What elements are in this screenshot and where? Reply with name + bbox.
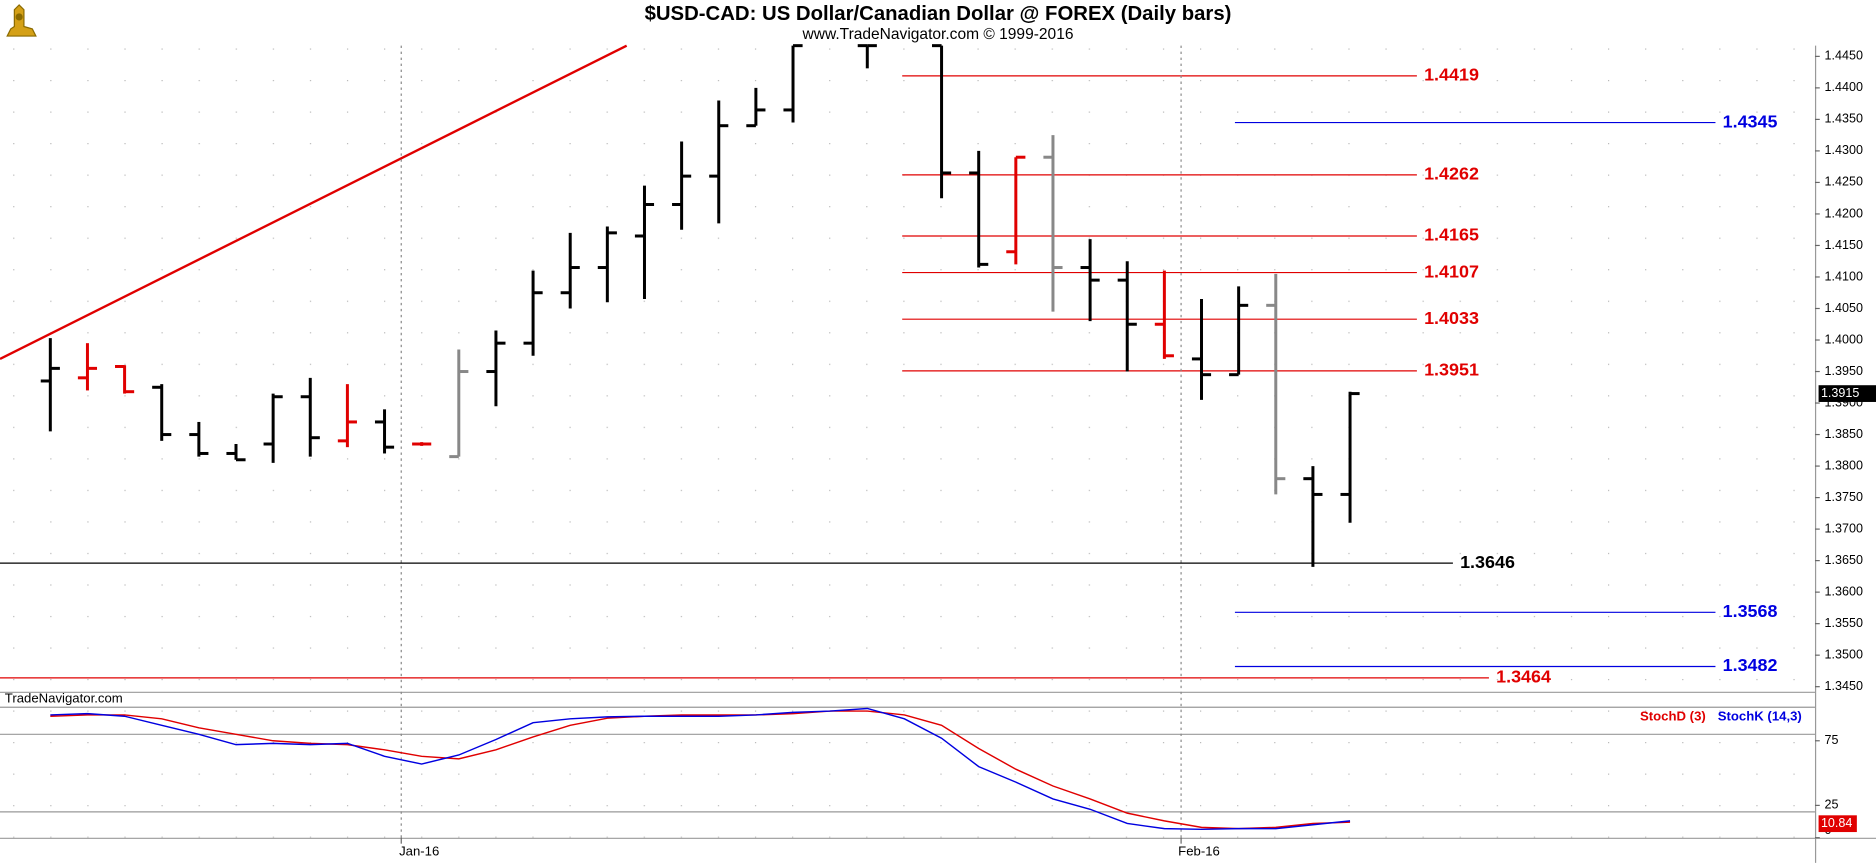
y-tick-label: 1.3850 — [1825, 427, 1863, 441]
y-tick-label: 1.4000 — [1825, 332, 1863, 346]
last-price-label: 1.3915 — [1821, 386, 1859, 400]
level-label: 1.4419 — [1424, 65, 1479, 85]
y-tick-label: 1.4100 — [1825, 269, 1863, 283]
stoch-line — [50, 707, 1351, 831]
chart-subtitle: www.TradeNavigator.com © 1999-2016 — [802, 26, 1074, 43]
last-value-label: 10.84 — [1821, 816, 1852, 830]
trendline — [0, 44, 628, 360]
level-label: 1.4165 — [1424, 225, 1479, 245]
last-value-box — [1818, 815, 1857, 833]
y-tick-label: 1.4300 — [1825, 143, 1863, 157]
x-tick-label: Jan-16 — [399, 844, 439, 859]
y-tick-label: 1.3700 — [1825, 521, 1863, 535]
stoch-grid-dots — [0, 708, 1815, 838]
last-price-box — [1818, 385, 1876, 402]
level-label: 1.3951 — [1424, 360, 1479, 380]
y-tick-label: 1.3800 — [1825, 458, 1863, 472]
y-tick-label: 1.3450 — [1825, 679, 1863, 693]
level-label: 1.4033 — [1424, 308, 1479, 328]
logo — [6, 4, 37, 37]
legend-label: StochK (14,3) — [1718, 708, 1802, 723]
y-tick-label: 1.3600 — [1825, 584, 1863, 598]
y-tick-label: 1.4150 — [1825, 238, 1863, 252]
level-label: 1.3482 — [1723, 655, 1778, 675]
y-tick-label: 1.4050 — [1825, 301, 1863, 315]
chart-title: $USD-CAD: US Dollar/Canadian Dollar @ FO… — [645, 3, 1232, 25]
watermark: TradeNavigator.com — [5, 690, 123, 705]
price-grid-dots — [0, 45, 1815, 692]
y-tick-label: 1.3750 — [1825, 490, 1863, 504]
level-label: 1.3464 — [1496, 667, 1551, 687]
x-tick-label: Feb-16 — [1178, 844, 1220, 859]
level-label: 1.3568 — [1723, 601, 1778, 621]
level-label: 1.4345 — [1723, 111, 1778, 131]
y-tick-label: 25 — [1825, 798, 1839, 812]
y-tick-label: 1.4400 — [1825, 80, 1863, 94]
stoch-line — [50, 710, 1351, 830]
y-tick-label: 1.4200 — [1825, 206, 1863, 220]
y-tick-label: 1.4250 — [1825, 175, 1863, 189]
legend-label: StochD (3) — [1640, 708, 1706, 723]
y-tick-label: 1.3500 — [1825, 647, 1863, 661]
y-tick-label: 1.3550 — [1825, 616, 1863, 630]
y-tick-label: 1.3650 — [1825, 553, 1863, 567]
level-label: 1.4107 — [1424, 261, 1479, 281]
level-label: 1.3646 — [1460, 552, 1515, 572]
level-label: 1.4262 — [1424, 164, 1479, 184]
y-tick-label: 1.4450 — [1825, 49, 1863, 63]
y-tick-label: 75 — [1825, 733, 1839, 747]
y-tick-label: 1.4350 — [1825, 112, 1863, 126]
y-tick-label: 1.3950 — [1825, 364, 1863, 378]
